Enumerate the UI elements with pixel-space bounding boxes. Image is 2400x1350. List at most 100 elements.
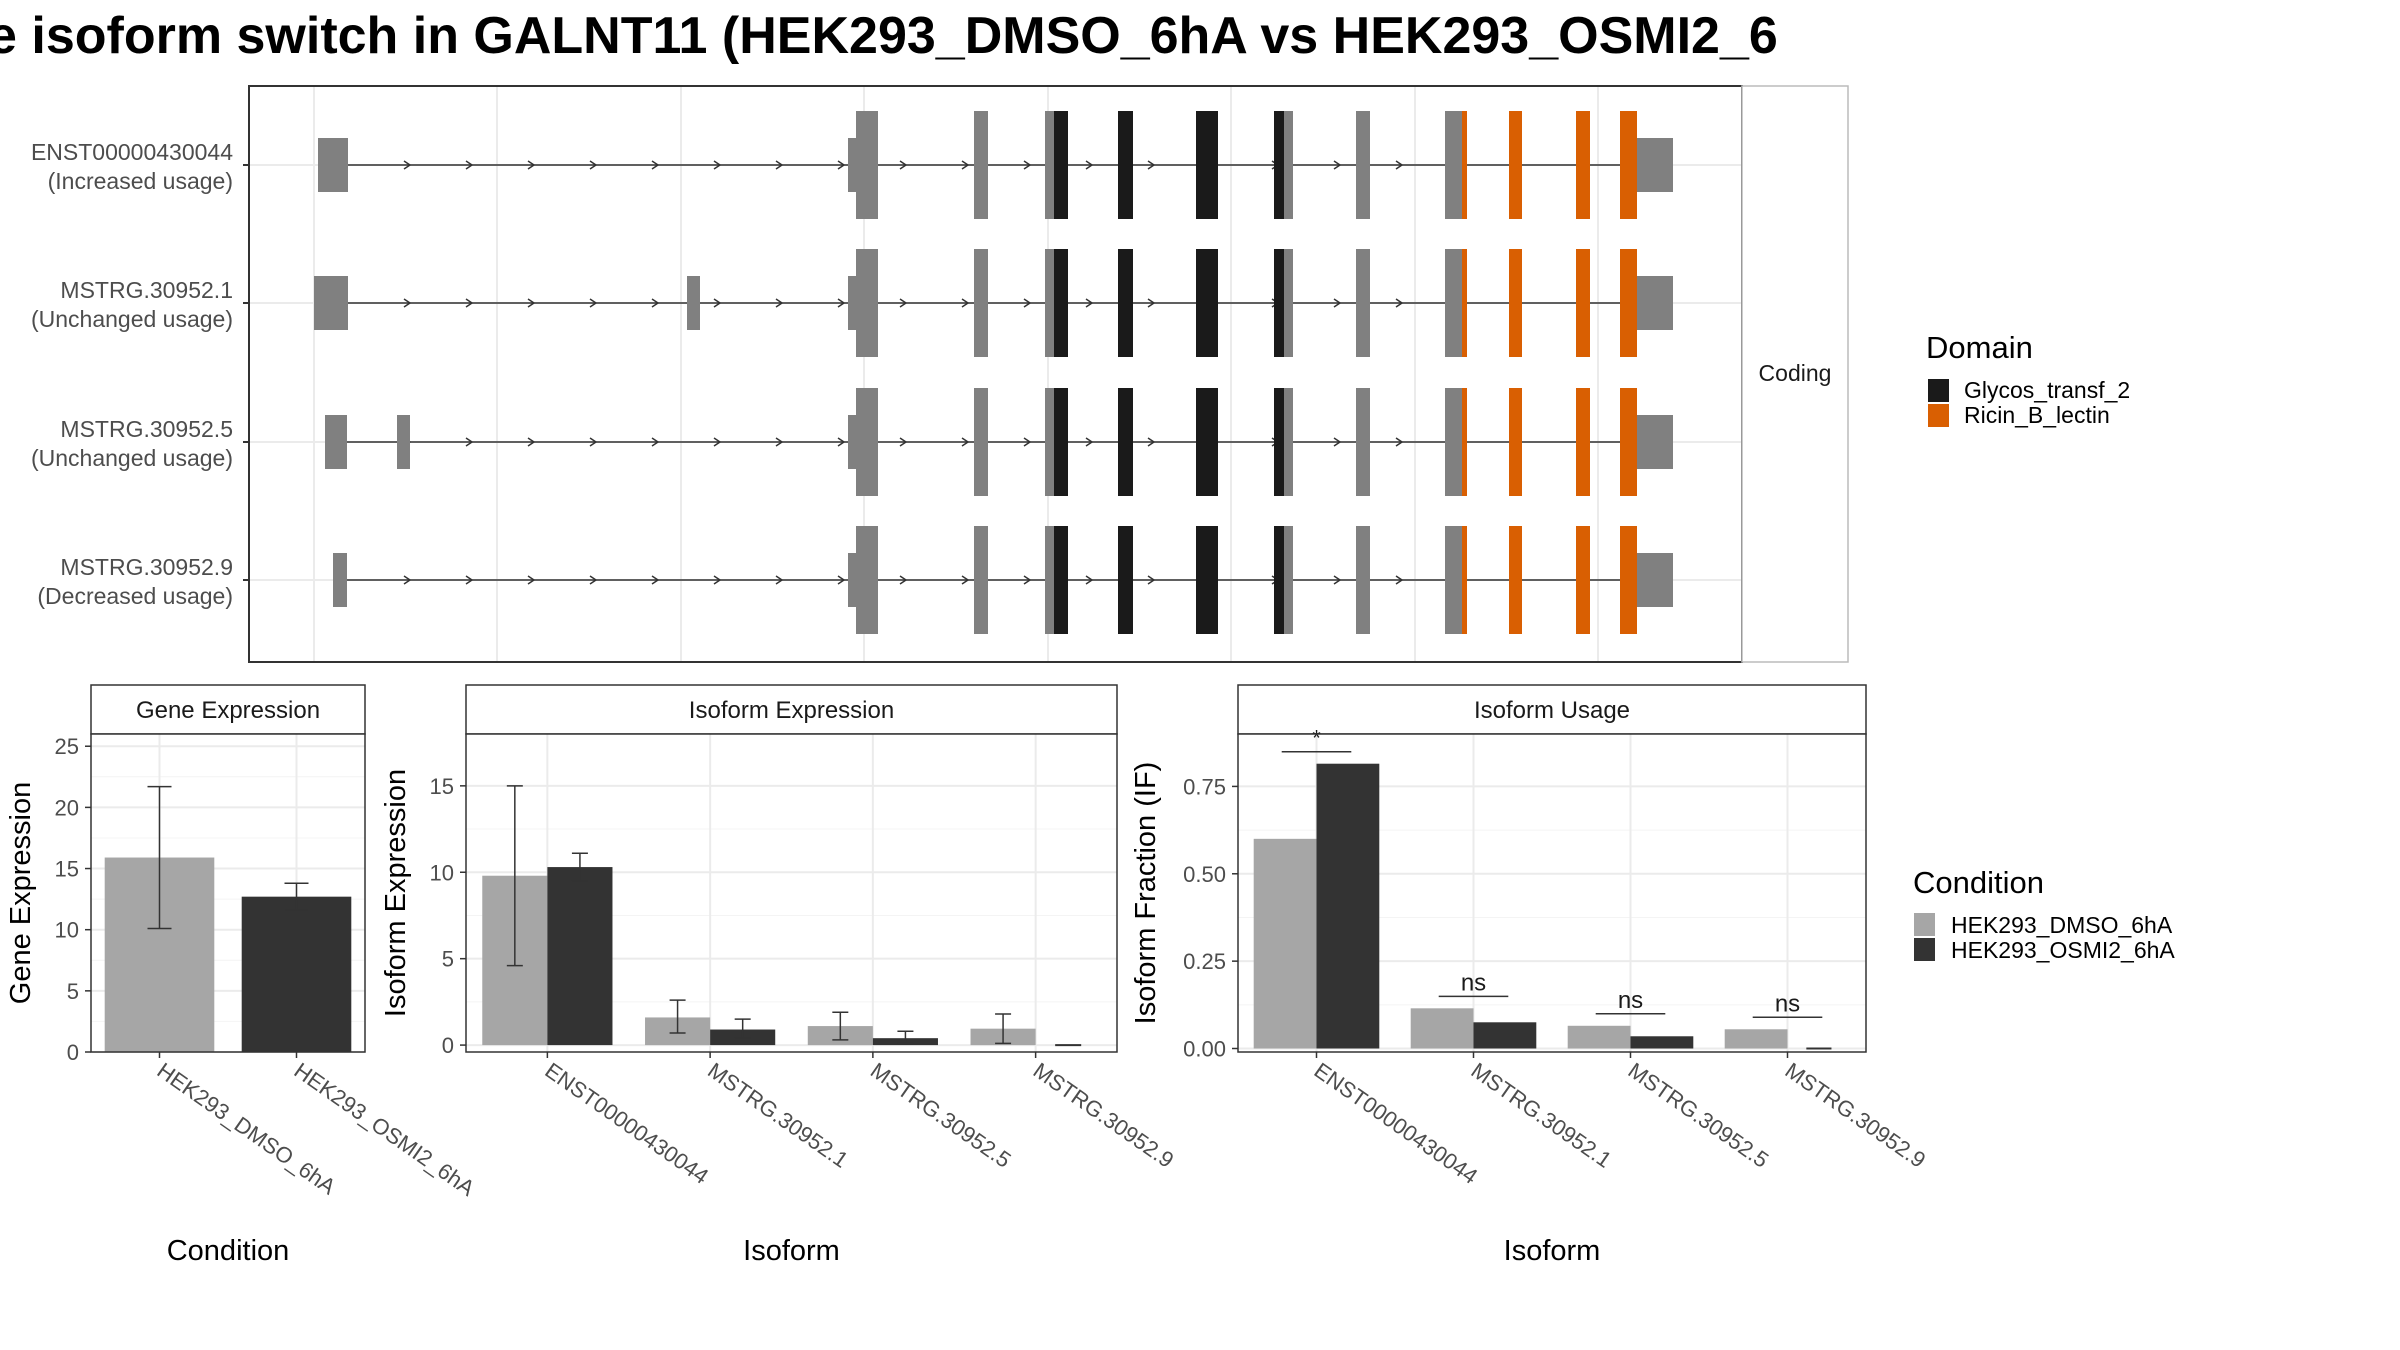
strand-arrow-icon bbox=[1085, 160, 1094, 170]
strand-arrow-icon bbox=[1023, 298, 1032, 308]
strand-arrow-icon bbox=[1395, 437, 1404, 447]
transcript-label-usage: (Decreased usage) bbox=[37, 583, 233, 609]
facet-strip-coding: Coding bbox=[1741, 85, 1849, 663]
exon-block bbox=[974, 526, 988, 634]
strand-arrow-icon bbox=[1395, 160, 1404, 170]
strand-arrow-icon bbox=[775, 160, 784, 170]
exon-block bbox=[974, 111, 988, 219]
strand-arrow-icon bbox=[1023, 575, 1032, 585]
strand-arrow-icon bbox=[1085, 437, 1094, 447]
exon-block bbox=[1356, 388, 1370, 496]
strand-arrow-icon bbox=[1333, 160, 1342, 170]
strand-arrow-icon bbox=[1147, 437, 1156, 447]
strand-arrow-icon bbox=[837, 160, 846, 170]
x-tick-label: ENST00000430044 bbox=[1310, 1058, 1483, 1189]
y-tick-label: 25 bbox=[55, 734, 79, 759]
y-axis-title: Isoform Expression bbox=[380, 769, 412, 1017]
strand-arrow-icon bbox=[527, 575, 536, 585]
x-tick-label: MSTRG.30952.9 bbox=[1029, 1058, 1179, 1173]
x-tick-label: ENST00000430044 bbox=[541, 1058, 714, 1189]
strand-arrow-icon bbox=[713, 298, 722, 308]
glycos-domain-block bbox=[1118, 388, 1133, 496]
strand-arrow-icon bbox=[465, 298, 474, 308]
exon-block bbox=[848, 276, 856, 330]
panel-strip bbox=[1237, 684, 1867, 735]
strand-arrow-icon bbox=[527, 298, 536, 308]
strand-arrow-icon bbox=[465, 437, 474, 447]
y-tick-label: 5 bbox=[67, 979, 79, 1004]
glycos-domain-block bbox=[1054, 388, 1068, 496]
exon-block bbox=[848, 138, 856, 192]
strand-arrow-icon bbox=[651, 575, 660, 585]
isoform-expression-panel: Isoform Expression051015ENST00000430044M… bbox=[380, 684, 1179, 1267]
exon-block bbox=[1445, 388, 1462, 496]
glycos-domain-block bbox=[1118, 249, 1133, 357]
exon-block bbox=[1637, 553, 1673, 607]
strand-arrow-icon bbox=[899, 160, 908, 170]
domain-legend: Domain Glycos_transf_2 Ricin_B_lectin bbox=[1926, 330, 2130, 428]
strand-arrow-icon bbox=[403, 298, 412, 308]
utr-exon bbox=[314, 276, 348, 330]
exon-block bbox=[1284, 388, 1293, 496]
x-axis-title: Condition bbox=[167, 1235, 290, 1267]
exon-block bbox=[1045, 249, 1054, 357]
glycos-domain-block bbox=[1196, 526, 1218, 634]
strand-arrow-icon bbox=[589, 437, 598, 447]
strand-arrow-icon bbox=[1023, 437, 1032, 447]
exon-block bbox=[1356, 111, 1370, 219]
significance-label: ns bbox=[1775, 990, 1800, 1017]
transcript-label-id: MSTRG.30952.9 bbox=[60, 554, 233, 580]
y-tick-label: 0 bbox=[442, 1033, 454, 1058]
y-tick-label: 10 bbox=[430, 860, 454, 885]
x-tick-label: MSTRG.30952.5 bbox=[866, 1058, 1016, 1173]
significance-label: ns bbox=[1461, 969, 1486, 996]
strand-arrow-icon bbox=[899, 298, 908, 308]
ricin-domain-block bbox=[1509, 388, 1522, 496]
legend-label-glycos: Glycos_transf_2 bbox=[1964, 377, 2130, 403]
exon-block bbox=[974, 249, 988, 357]
exon-block bbox=[1356, 526, 1370, 634]
strand-arrow-icon bbox=[527, 437, 536, 447]
strand-arrow-icon bbox=[899, 437, 908, 447]
exon-block bbox=[1445, 249, 1462, 357]
strand-arrow-icon bbox=[651, 437, 660, 447]
y-tick-label: 5 bbox=[442, 947, 454, 972]
y-tick-label: 0 bbox=[67, 1040, 79, 1065]
strand-arrow-icon bbox=[465, 160, 474, 170]
x-tick-label: MSTRG.30952.1 bbox=[1467, 1058, 1617, 1173]
y-axis-title: Gene Expression bbox=[5, 782, 37, 1004]
x-axis-title: Isoform bbox=[1504, 1235, 1601, 1267]
bar bbox=[1410, 1008, 1474, 1049]
strand-arrow-icon bbox=[527, 160, 536, 170]
utr-exon bbox=[325, 415, 347, 469]
facet-strip-label: Coding bbox=[1759, 360, 1832, 386]
exon-block bbox=[1284, 111, 1293, 219]
bar bbox=[241, 896, 352, 1052]
transcript-label-usage: (Unchanged usage) bbox=[31, 445, 233, 471]
strand-arrow-icon bbox=[1147, 160, 1156, 170]
y-tick-label: 10 bbox=[55, 918, 79, 943]
glycos-domain-block bbox=[1054, 111, 1068, 219]
x-tick-label: MSTRG.30952.9 bbox=[1781, 1058, 1931, 1173]
ricin-domain-block bbox=[1576, 111, 1590, 219]
bar bbox=[1316, 763, 1380, 1049]
utr-exon bbox=[333, 553, 347, 607]
y-tick-label: 0.75 bbox=[1183, 774, 1226, 799]
legend-label-osmi: HEK293_OSMI2_6hA bbox=[1951, 937, 2175, 963]
strand-arrow-icon bbox=[775, 437, 784, 447]
strand-arrow-icon bbox=[589, 298, 598, 308]
strand-arrow-icon bbox=[1023, 160, 1032, 170]
glycos-domain-block bbox=[1196, 111, 1218, 219]
significance-label: * bbox=[1312, 726, 1321, 751]
exon-block bbox=[1284, 526, 1293, 634]
transcript-label-id: MSTRG.30952.1 bbox=[60, 277, 233, 303]
ricin-domain-block bbox=[1620, 388, 1637, 496]
x-axis-title: Isoform bbox=[743, 1235, 840, 1267]
exon-block bbox=[1045, 526, 1054, 634]
legend-label-dmso: HEK293_DMSO_6hA bbox=[1951, 912, 2173, 938]
y-tick-label: 0.50 bbox=[1183, 862, 1226, 887]
strand-arrow-icon bbox=[961, 160, 970, 170]
panel-border bbox=[1237, 733, 1867, 1053]
domain-legend-title: Domain bbox=[1926, 330, 2033, 365]
transcript-label-id: MSTRG.30952.5 bbox=[60, 416, 233, 442]
